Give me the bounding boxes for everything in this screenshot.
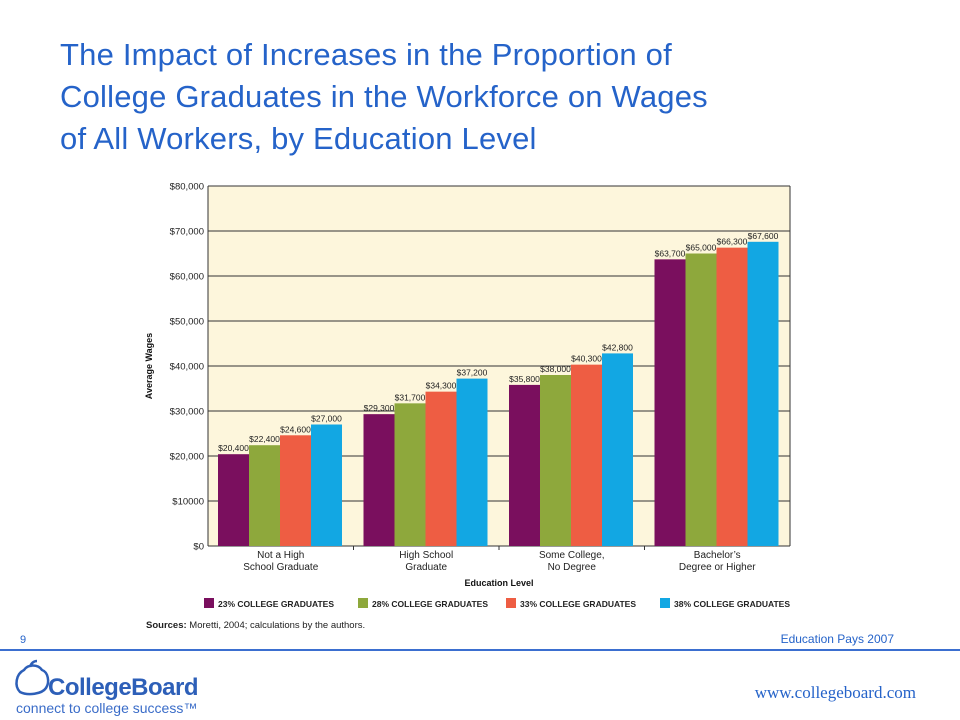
website-url: www.collegeboard.com [754,683,916,702]
x-tick-label: Some College, [539,550,605,561]
bar-value-label: $63,700 [655,248,686,258]
bar [363,414,395,546]
acorn-icon [15,659,50,696]
y-tick-label: $0 [193,542,204,553]
slide-title: The Impact of Increases in the Proportio… [60,34,920,160]
bar [280,435,311,546]
legend-label: 23% COLLEGE GRADUATES [218,599,334,609]
bar-value-label: $31,700 [395,392,426,402]
logo-wordmark: CollegeBoard [48,674,199,701]
x-tick-label: School Graduate [243,562,318,573]
bar-value-label: $20,400 [218,443,249,453]
bar-value-label: $35,800 [509,374,540,384]
bar-value-label: $42,800 [602,342,633,352]
bar-value-label: $24,600 [280,424,311,434]
y-tick-label: $40,000 [170,362,204,373]
title-line-2: College Graduates in the Workforce on Wa… [60,79,708,114]
slide-number: 9 [20,634,27,646]
bar [249,445,280,546]
legend-swatch [204,598,214,608]
bar [540,375,571,546]
x-tick-label: Degree or Higher [679,562,756,573]
legend-label: 33% COLLEGE GRADUATES [520,599,636,609]
bar-value-label: $66,300 [717,237,748,247]
bar-value-label: $65,000 [686,243,717,253]
y-tick-label: $10000 [172,497,204,508]
y-tick-label: $50,000 [170,317,204,328]
collegeboard-logo: CollegeBoard connect to college success™ [8,656,248,716]
bar-value-label: $40,300 [571,354,602,364]
bar [685,253,717,546]
footer-divider [0,649,960,651]
x-tick-label: High School [399,550,453,561]
bar-value-label: $29,300 [364,403,395,413]
y-tick-label: $60,000 [170,272,204,283]
source-text: Moretti, 2004; calculations by the autho… [189,620,366,631]
bar [456,378,488,546]
bar [394,403,426,546]
bar-value-label: $38,000 [540,364,571,374]
x-tick-label: Graduate [405,562,447,573]
bar-value-label: $37,200 [457,368,488,378]
legend-swatch [358,598,368,608]
bar [602,353,633,546]
bar [654,259,686,546]
bar [509,384,540,546]
y-tick-label: $20,000 [170,452,204,463]
bar-value-label: $34,300 [426,381,457,391]
title-line-3: of All Workers, by Education Level [60,121,537,156]
bar-value-label: $67,600 [748,231,779,241]
x-tick-label: No Degree [548,562,597,573]
y-axis-label: Average Wages [144,333,154,399]
legend-label: 38% COLLEGE GRADUATES [674,599,790,609]
bar [425,391,457,546]
bar-value-label: $22,400 [249,434,280,444]
x-axis-label: Education Level [464,578,533,588]
source-note: Sources: Moretti, 2004; calculations by … [146,620,365,631]
bar [716,247,748,546]
title-line-1: The Impact of Increases in the Proportio… [60,37,672,72]
legend-label: 28% COLLEGE GRADUATES [372,599,488,609]
y-tick-label: $80,000 [170,182,204,193]
logo-tagline: connect to college success™ [16,700,198,716]
bar [218,454,249,546]
bar [571,364,602,546]
wage-bar-chart: $0 $10000 $20,000 $30,000 $40,000 $50,000 $60,… [144,182,791,609]
bar-value-label: $27,000 [311,414,342,424]
y-tick-label: $30,000 [170,407,204,418]
bar [311,424,342,546]
legend-swatch [660,598,670,608]
publication-name: Education Pays 2007 [780,632,894,646]
bar [747,241,779,547]
legend-swatch [506,598,516,608]
y-tick-label: $70,000 [170,227,204,238]
x-tick-label: Bachelor’s [694,550,741,561]
source-label: Sources: [146,620,187,631]
x-tick-label: Not a High [257,550,304,561]
